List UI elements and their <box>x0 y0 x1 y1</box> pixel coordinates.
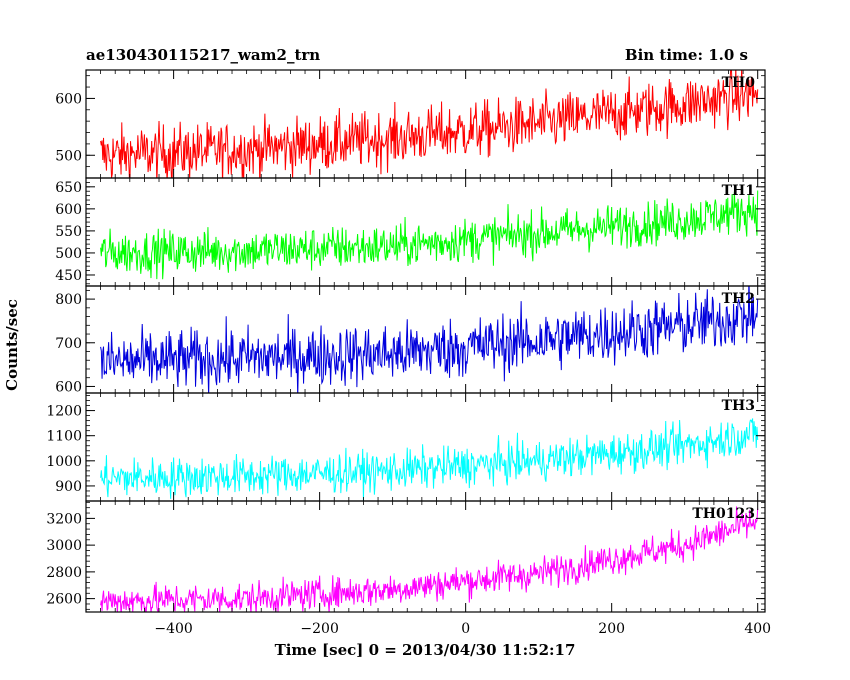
y-tick-label: 450 <box>55 268 82 284</box>
panel-label: TH3 <box>722 398 755 414</box>
series-line-th2 <box>100 286 759 393</box>
series-line-th3 <box>100 418 759 501</box>
panel-label: TH0123 <box>692 506 755 522</box>
chart-panels: 500 600 TH0 450 500 550 600 650 TH1 600 700 800 TH2 9… <box>46 69 771 637</box>
y-axis-label: Counts/sec <box>3 299 21 391</box>
y-tick-label: 600 <box>55 91 82 107</box>
panel-th0: 500 600 TH0 <box>55 69 766 179</box>
y-tick-label: 1200 <box>46 404 82 420</box>
panel-th0123: 2600 2800 3000 3200 TH0123 <box>46 500 766 613</box>
panel-th3: 900 1000 1100 1200 TH3 <box>46 392 766 502</box>
panel-label: TH2 <box>722 291 755 307</box>
y-tick-label: 2800 <box>46 565 82 581</box>
y-tick-label: 600 <box>55 379 82 395</box>
x-tick-label: 400 <box>744 621 771 637</box>
y-tick-label: 2600 <box>46 592 82 608</box>
y-tick-label: 700 <box>55 336 82 352</box>
y-tick-label: 1100 <box>46 429 82 445</box>
y-tick-label: 650 <box>55 180 82 196</box>
x-tick-label: 0 <box>461 621 470 637</box>
series-line-th1 <box>100 190 759 280</box>
source-name: ae130430115217_wam2_trn <box>86 46 320 64</box>
x-tick-label: 200 <box>598 621 625 637</box>
panel-th2: 600 700 800 TH2 <box>55 285 766 395</box>
panel-label: TH1 <box>722 183 755 199</box>
bin-time-label: Bin time: 1.0 s <box>625 46 748 64</box>
panel-frame <box>85 285 766 394</box>
x-tick-label: −400 <box>154 621 192 637</box>
series-line-th0123 <box>100 506 759 612</box>
y-tick-label: 800 <box>55 292 82 308</box>
y-tick-label: 3000 <box>46 538 82 554</box>
panel-frame <box>85 500 766 613</box>
y-tick-label: 500 <box>55 148 82 164</box>
series-line-th0 <box>100 70 759 178</box>
x-axis-label: Time [sec] 0 = 2013/04/30 11:52:17 <box>275 641 576 659</box>
y-tick-label: 550 <box>55 224 82 240</box>
panel-label: TH0 <box>722 75 756 91</box>
panel-th1: 450 500 550 600 650 TH1 <box>55 177 766 287</box>
panel-frame <box>85 177 766 287</box>
y-tick-label: 600 <box>55 202 82 218</box>
panel-frame <box>85 69 766 179</box>
y-tick-label: 500 <box>55 246 82 262</box>
x-tick-label: −200 <box>300 621 338 637</box>
y-tick-label: 1000 <box>46 454 82 470</box>
y-tick-label: 3200 <box>46 511 82 527</box>
y-tick-label: 900 <box>55 479 82 495</box>
